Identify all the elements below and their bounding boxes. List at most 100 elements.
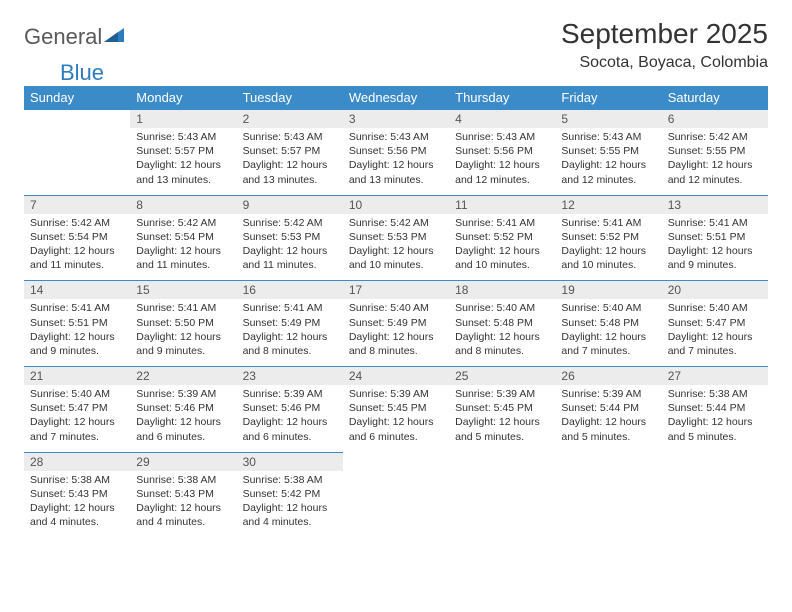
- day-cell: Sunrise: 5:42 AMSunset: 5:53 PMDaylight:…: [237, 214, 343, 281]
- sunrise-text: Sunrise: 5:41 AM: [455, 216, 549, 230]
- sunset-text: Sunset: 5:56 PM: [349, 144, 443, 158]
- day-number: 3: [343, 110, 449, 129]
- day-number: 10: [343, 195, 449, 214]
- daylight-text: Daylight: 12 hours and 10 minutes.: [349, 244, 443, 272]
- sunrise-text: Sunrise: 5:39 AM: [349, 387, 443, 401]
- day-number: 28: [24, 452, 130, 471]
- sunset-text: Sunset: 5:49 PM: [349, 316, 443, 330]
- day-number: 20: [662, 281, 768, 300]
- sunrise-text: Sunrise: 5:41 AM: [668, 216, 762, 230]
- day-cell: [343, 471, 449, 538]
- sunset-text: Sunset: 5:45 PM: [455, 401, 549, 415]
- sunrise-text: Sunrise: 5:42 AM: [136, 216, 230, 230]
- day-number: 14: [24, 281, 130, 300]
- sunset-text: Sunset: 5:48 PM: [561, 316, 655, 330]
- daylight-text: Daylight: 12 hours and 8 minutes.: [243, 330, 337, 358]
- title-block: September 2025 Socota, Boyaca, Colombia: [561, 18, 768, 72]
- day-cell: [449, 471, 555, 538]
- sunset-text: Sunset: 5:53 PM: [349, 230, 443, 244]
- sunset-text: Sunset: 5:50 PM: [136, 316, 230, 330]
- day-cell: Sunrise: 5:38 AMSunset: 5:43 PMDaylight:…: [130, 471, 236, 538]
- daylight-text: Daylight: 12 hours and 11 minutes.: [30, 244, 124, 272]
- day-number: 19: [555, 281, 661, 300]
- logo-text-blue: Blue: [60, 60, 104, 86]
- day-number: 5: [555, 110, 661, 129]
- sunset-text: Sunset: 5:46 PM: [136, 401, 230, 415]
- sunrise-text: Sunrise: 5:42 AM: [30, 216, 124, 230]
- daylight-text: Daylight: 12 hours and 6 minutes.: [243, 415, 337, 443]
- detail-row: Sunrise: 5:38 AMSunset: 5:43 PMDaylight:…: [24, 471, 768, 538]
- daylight-text: Daylight: 12 hours and 4 minutes.: [136, 501, 230, 529]
- day-number: 9: [237, 195, 343, 214]
- daylight-text: Daylight: 12 hours and 9 minutes.: [136, 330, 230, 358]
- day-cell: Sunrise: 5:42 AMSunset: 5:53 PMDaylight:…: [343, 214, 449, 281]
- daylight-text: Daylight: 12 hours and 4 minutes.: [243, 501, 337, 529]
- sunrise-text: Sunrise: 5:39 AM: [561, 387, 655, 401]
- day-number: [449, 452, 555, 471]
- day-number: 24: [343, 367, 449, 386]
- daylight-text: Daylight: 12 hours and 8 minutes.: [349, 330, 443, 358]
- sunset-text: Sunset: 5:52 PM: [455, 230, 549, 244]
- day-cell: Sunrise: 5:42 AMSunset: 5:55 PMDaylight:…: [662, 128, 768, 195]
- sunset-text: Sunset: 5:52 PM: [561, 230, 655, 244]
- sunset-text: Sunset: 5:54 PM: [136, 230, 230, 244]
- day-number: 18: [449, 281, 555, 300]
- day-number: 16: [237, 281, 343, 300]
- day-number: 6: [662, 110, 768, 129]
- day-number: 30: [237, 452, 343, 471]
- day-header: Friday: [555, 86, 661, 110]
- sunrise-text: Sunrise: 5:41 AM: [561, 216, 655, 230]
- daylight-text: Daylight: 12 hours and 7 minutes.: [30, 415, 124, 443]
- sunrise-text: Sunrise: 5:42 AM: [349, 216, 443, 230]
- day-header: Sunday: [24, 86, 130, 110]
- daylight-text: Daylight: 12 hours and 7 minutes.: [561, 330, 655, 358]
- daylight-text: Daylight: 12 hours and 7 minutes.: [668, 330, 762, 358]
- sunrise-text: Sunrise: 5:38 AM: [668, 387, 762, 401]
- sunset-text: Sunset: 5:48 PM: [455, 316, 549, 330]
- sunrise-text: Sunrise: 5:41 AM: [30, 301, 124, 315]
- day-number: 8: [130, 195, 236, 214]
- daylight-text: Daylight: 12 hours and 12 minutes.: [455, 158, 549, 186]
- page: General September 2025 Socota, Boyaca, C…: [0, 0, 792, 555]
- sunrise-text: Sunrise: 5:41 AM: [243, 301, 337, 315]
- day-header: Tuesday: [237, 86, 343, 110]
- sunset-text: Sunset: 5:44 PM: [668, 401, 762, 415]
- sunset-text: Sunset: 5:44 PM: [561, 401, 655, 415]
- daylight-text: Daylight: 12 hours and 6 minutes.: [136, 415, 230, 443]
- calendar-body: 123456Sunrise: 5:43 AMSunset: 5:57 PMDay…: [24, 110, 768, 538]
- daylight-text: Daylight: 12 hours and 10 minutes.: [455, 244, 549, 272]
- sunrise-text: Sunrise: 5:40 AM: [561, 301, 655, 315]
- day-cell: Sunrise: 5:41 AMSunset: 5:50 PMDaylight:…: [130, 299, 236, 366]
- sunset-text: Sunset: 5:47 PM: [668, 316, 762, 330]
- sunset-text: Sunset: 5:53 PM: [243, 230, 337, 244]
- sunset-text: Sunset: 5:56 PM: [455, 144, 549, 158]
- daylight-text: Daylight: 12 hours and 11 minutes.: [243, 244, 337, 272]
- daylight-text: Daylight: 12 hours and 5 minutes.: [455, 415, 549, 443]
- sunrise-text: Sunrise: 5:43 AM: [455, 130, 549, 144]
- day-cell: Sunrise: 5:38 AMSunset: 5:42 PMDaylight:…: [237, 471, 343, 538]
- day-cell: [24, 128, 130, 195]
- day-number: 22: [130, 367, 236, 386]
- daynum-row: 14151617181920: [24, 281, 768, 300]
- day-cell: Sunrise: 5:40 AMSunset: 5:48 PMDaylight:…: [449, 299, 555, 366]
- sunset-text: Sunset: 5:57 PM: [136, 144, 230, 158]
- detail-row: Sunrise: 5:40 AMSunset: 5:47 PMDaylight:…: [24, 385, 768, 452]
- sunset-text: Sunset: 5:51 PM: [30, 316, 124, 330]
- daylight-text: Daylight: 12 hours and 5 minutes.: [561, 415, 655, 443]
- logo-triangle-icon: [104, 26, 126, 49]
- day-number: 13: [662, 195, 768, 214]
- daylight-text: Daylight: 12 hours and 12 minutes.: [561, 158, 655, 186]
- day-number: 26: [555, 367, 661, 386]
- day-cell: Sunrise: 5:38 AMSunset: 5:43 PMDaylight:…: [24, 471, 130, 538]
- sunset-text: Sunset: 5:51 PM: [668, 230, 762, 244]
- sunrise-text: Sunrise: 5:40 AM: [349, 301, 443, 315]
- sunrise-text: Sunrise: 5:38 AM: [30, 473, 124, 487]
- day-cell: Sunrise: 5:42 AMSunset: 5:54 PMDaylight:…: [24, 214, 130, 281]
- sunrise-text: Sunrise: 5:40 AM: [668, 301, 762, 315]
- day-number: 23: [237, 367, 343, 386]
- day-cell: Sunrise: 5:39 AMSunset: 5:46 PMDaylight:…: [130, 385, 236, 452]
- sunset-text: Sunset: 5:54 PM: [30, 230, 124, 244]
- sunset-text: Sunset: 5:47 PM: [30, 401, 124, 415]
- sunset-text: Sunset: 5:49 PM: [243, 316, 337, 330]
- day-cell: Sunrise: 5:43 AMSunset: 5:55 PMDaylight:…: [555, 128, 661, 195]
